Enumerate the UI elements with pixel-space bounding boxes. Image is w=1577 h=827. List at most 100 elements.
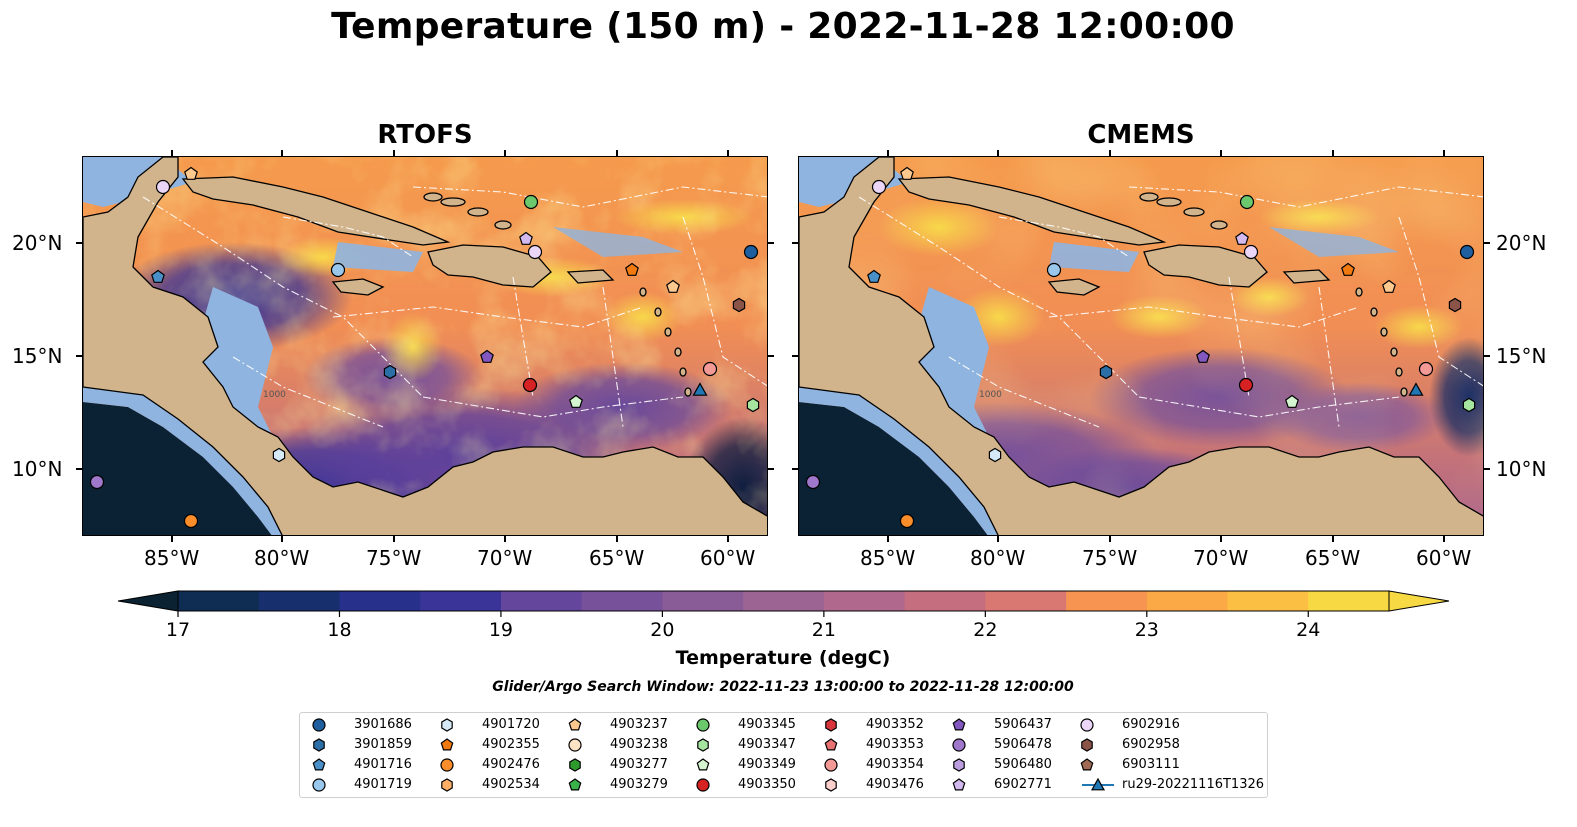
legend-label: 4903354 bbox=[866, 757, 924, 772]
float-marker-5906478[interactable] bbox=[805, 474, 821, 490]
float-marker-4901720[interactable] bbox=[272, 447, 286, 463]
float-marker-4903350[interactable] bbox=[1238, 377, 1254, 393]
float-marker-4903237[interactable] bbox=[666, 279, 680, 293]
float-marker-4902476[interactable] bbox=[899, 513, 915, 529]
float-marker-4903345[interactable] bbox=[523, 194, 539, 210]
float-marker-4903354[interactable] bbox=[1418, 361, 1434, 377]
float-marker-3901859[interactable] bbox=[1099, 364, 1113, 380]
legend-label: 6902958 bbox=[1122, 737, 1180, 752]
float-marker-6902958[interactable] bbox=[1448, 297, 1462, 313]
float-marker-4903347[interactable] bbox=[1462, 397, 1476, 413]
legend-circle-icon[interactable] bbox=[312, 778, 326, 792]
legend-pentagon-icon[interactable] bbox=[312, 758, 326, 771]
legend-label: 3901859 bbox=[354, 737, 412, 752]
legend-label: ru29-20221116T1326 bbox=[1122, 777, 1265, 792]
float-marker-4901716[interactable] bbox=[867, 269, 881, 283]
legend-label: 5906437 bbox=[994, 717, 1052, 732]
float-marker-4902476[interactable] bbox=[183, 513, 199, 529]
legend-marker-icon bbox=[312, 758, 326, 771]
legend-marker-icon bbox=[824, 738, 838, 751]
legend-pentagon-icon[interactable] bbox=[696, 758, 710, 771]
float-marker-4903237[interactable] bbox=[1382, 279, 1396, 293]
legend-label: 4902476 bbox=[482, 757, 540, 772]
legend-pentagon-icon[interactable] bbox=[824, 738, 838, 751]
legend-pentagon-icon[interactable] bbox=[952, 778, 966, 791]
float-marker-6902958[interactable] bbox=[732, 297, 746, 313]
float-marker-4901719[interactable] bbox=[330, 262, 346, 278]
map-panel-rtofs[interactable]: 1000 bbox=[82, 156, 768, 536]
float-marker-4903347[interactable] bbox=[746, 397, 760, 413]
legend-marker-icon bbox=[1080, 718, 1094, 732]
legend-hexagon-icon[interactable] bbox=[441, 778, 453, 792]
legend-circle-icon[interactable] bbox=[952, 738, 966, 752]
legend-hexagon-icon[interactable] bbox=[1081, 738, 1093, 752]
legend-hexagon-icon[interactable] bbox=[441, 718, 453, 732]
legend-marker-icon bbox=[569, 758, 581, 772]
legend-marker-icon bbox=[440, 758, 454, 772]
legend-marker-icon bbox=[825, 718, 837, 732]
colorbar-bin bbox=[500, 591, 583, 611]
legend-triangle-icon[interactable] bbox=[1090, 777, 1106, 791]
map-panel-cmems[interactable]: 1000 bbox=[798, 156, 1484, 536]
float-marker-5906437[interactable] bbox=[1196, 349, 1210, 363]
float-marker-4902355[interactable] bbox=[1341, 262, 1355, 276]
float-marker-6902771[interactable] bbox=[519, 231, 533, 245]
legend-pentagon-icon[interactable] bbox=[1080, 758, 1094, 771]
legend-circle-icon[interactable] bbox=[696, 778, 710, 792]
contour-label: 1000 bbox=[979, 390, 1002, 400]
float-marker-ru29-20221116T1326[interactable] bbox=[1408, 382, 1424, 396]
legend-hexagon-icon[interactable] bbox=[313, 738, 325, 752]
float-marker-5906478[interactable] bbox=[89, 474, 105, 490]
float-marker-3901686[interactable] bbox=[1459, 244, 1475, 260]
float-marker-5906437[interactable] bbox=[480, 349, 494, 363]
lon-tick-label: 75°W bbox=[1082, 546, 1138, 570]
legend: 3901686 3901859 4901716 4901719 4901720 49023… bbox=[299, 712, 1268, 798]
legend-hexagon-icon[interactable] bbox=[569, 758, 581, 772]
lon-tick-label: 65°W bbox=[589, 546, 645, 570]
legend-circle-icon[interactable] bbox=[312, 718, 326, 732]
colorbar-bin bbox=[904, 591, 986, 611]
lon-tick-label: 70°W bbox=[477, 546, 533, 570]
legend-hexagon-icon[interactable] bbox=[953, 758, 965, 772]
float-marker-6902916[interactable] bbox=[1243, 244, 1259, 260]
float-marker-4903349[interactable] bbox=[1285, 394, 1299, 408]
float-marker-3901686[interactable] bbox=[743, 244, 759, 260]
legend-pentagon-icon[interactable] bbox=[440, 738, 454, 751]
legend-hexagon-icon[interactable] bbox=[825, 718, 837, 732]
legend-pentagon-icon[interactable] bbox=[952, 718, 966, 731]
legend-hexagon-icon[interactable] bbox=[697, 738, 709, 752]
colorbar-bin bbox=[1146, 591, 1229, 611]
float-marker-6902916[interactable] bbox=[155, 179, 171, 195]
float-marker-6902916[interactable] bbox=[871, 179, 887, 195]
float-marker-4903237[interactable] bbox=[900, 166, 914, 180]
float-marker-4903345[interactable] bbox=[1239, 194, 1255, 210]
float-marker-4901719[interactable] bbox=[1046, 262, 1062, 278]
legend-circle-icon[interactable] bbox=[824, 758, 838, 772]
float-marker-3901859[interactable] bbox=[383, 364, 397, 380]
float-marker-6902771[interactable] bbox=[1235, 231, 1249, 245]
legend-circle-icon[interactable] bbox=[440, 758, 454, 772]
legend-label: 4901720 bbox=[482, 717, 540, 732]
float-marker-4903350[interactable] bbox=[522, 377, 538, 393]
float-marker-4901720[interactable] bbox=[988, 447, 1002, 463]
float-marker-4902355[interactable] bbox=[625, 262, 639, 276]
legend-pentagon-icon[interactable] bbox=[568, 778, 582, 791]
lat-tick-label-left: 10°N bbox=[12, 457, 63, 481]
legend-pentagon-icon[interactable] bbox=[568, 718, 582, 731]
float-marker-4903349[interactable] bbox=[569, 394, 583, 408]
colorbar-extend-high bbox=[1388, 590, 1450, 612]
float-marker-4903237[interactable] bbox=[184, 166, 198, 180]
float-marker-ru29-20221116T1326[interactable] bbox=[692, 382, 708, 396]
legend-label: 6902771 bbox=[994, 777, 1052, 792]
lon-tick-label: 85°W bbox=[144, 546, 200, 570]
float-marker-6902916[interactable] bbox=[527, 244, 543, 260]
float-marker-4901716[interactable] bbox=[151, 269, 165, 283]
legend-marker-icon bbox=[952, 738, 966, 752]
legend-hexagon-icon[interactable] bbox=[825, 778, 837, 792]
legend-label: 4903349 bbox=[738, 757, 796, 772]
legend-circle-icon[interactable] bbox=[696, 718, 710, 732]
legend-circle-icon[interactable] bbox=[1080, 718, 1094, 732]
float-marker-4903354[interactable] bbox=[702, 361, 718, 377]
legend-circle-icon[interactable] bbox=[568, 738, 582, 752]
colorbar-tick-label: 24 bbox=[1296, 619, 1321, 641]
